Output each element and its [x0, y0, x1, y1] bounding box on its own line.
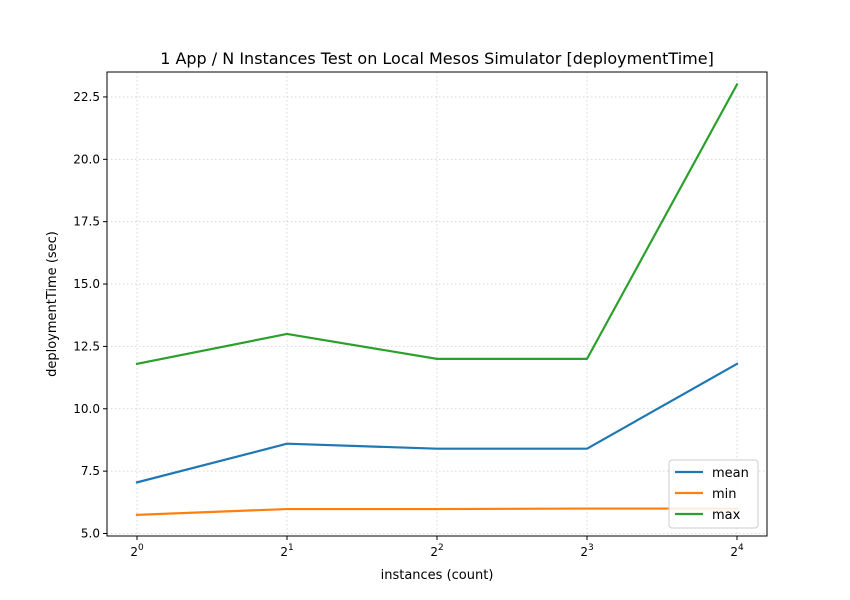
legend-label-mean: mean: [712, 466, 749, 481]
x-tick-label: 23: [580, 543, 593, 559]
x-axis-ticks: 20 21 22 23 24: [130, 536, 744, 559]
grid: [107, 72, 767, 536]
x-tick-label: 21: [280, 543, 293, 559]
y-tick-label: 10.0: [73, 402, 100, 416]
legend-label-min: min: [712, 487, 737, 502]
y-tick-label: 20.0: [73, 152, 100, 166]
y-axis-label: deploymentTime (sec): [45, 231, 60, 377]
series-line-mean: [135, 362, 739, 484]
y-tick-label: 17.5: [73, 215, 100, 229]
legend: mean min max: [668, 459, 759, 529]
x-tick-label: 24: [730, 543, 744, 559]
legend-label-max: max: [712, 508, 741, 523]
chart-title: 1 App / N Instances Test on Local Mesos …: [160, 49, 714, 68]
y-axis-ticks: 5.0 7.5 10.0 12.5 15.0 17.5 20.0 22.5: [73, 90, 107, 541]
y-tick-label: 12.5: [73, 339, 100, 353]
x-tick-label: 22: [430, 543, 443, 559]
y-tick-label: 15.0: [73, 277, 100, 291]
series-line-min: [135, 507, 739, 516]
series-lines: [135, 82, 739, 516]
x-tick-label: 20: [130, 543, 144, 559]
legend-box: [668, 459, 759, 529]
series-line-max: [135, 82, 739, 366]
y-tick-label: 22.5: [73, 90, 100, 104]
y-tick-label: 7.5: [81, 464, 100, 478]
y-tick-label: 5.0: [81, 527, 100, 541]
x-axis-label: instances (count): [381, 568, 494, 583]
